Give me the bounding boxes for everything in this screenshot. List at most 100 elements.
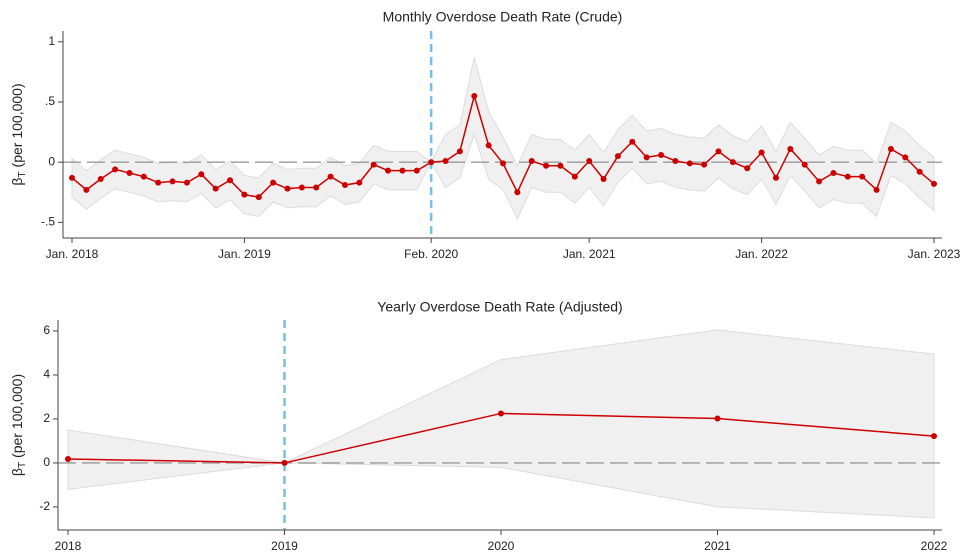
chart-title: Yearly Overdose Death Rate (Adjusted) xyxy=(377,299,622,315)
estimate-point xyxy=(442,157,449,164)
estimate-point xyxy=(298,184,305,191)
estimate-point xyxy=(281,459,288,466)
y-label-subscript: T xyxy=(17,171,28,177)
estimate-point xyxy=(714,415,721,422)
x-tick-label: 2019 xyxy=(271,539,298,553)
estimate-point xyxy=(758,149,765,156)
confidence-band xyxy=(71,57,935,220)
estimate-point xyxy=(270,179,277,186)
y-tick-label: 4 xyxy=(43,367,50,381)
chart-title: Monthly Overdose Death Rate (Crude) xyxy=(383,9,623,25)
estimate-point xyxy=(284,185,291,192)
estimate-point xyxy=(69,174,75,181)
estimate-point xyxy=(140,173,147,180)
y-label-text: (per 100,000) xyxy=(9,374,25,458)
estimate-point xyxy=(413,167,420,174)
estimate-point xyxy=(772,174,779,181)
estimate-point xyxy=(571,173,578,180)
estimate-point xyxy=(801,161,808,168)
y-label-subscript: T xyxy=(17,462,28,468)
estimate-point xyxy=(715,148,722,155)
x-tick-label: Jan. 2021 xyxy=(563,247,616,261)
estimate-point xyxy=(816,178,823,185)
estimate-point xyxy=(514,189,521,196)
estimate-point xyxy=(629,138,636,145)
x-tick-label: Jan. 2019 xyxy=(218,247,271,261)
estimate-point xyxy=(155,179,162,186)
x-tick-label: 2018 xyxy=(55,539,82,553)
estimate-point xyxy=(83,186,90,193)
x-tick-label: Jan. 2022 xyxy=(735,247,788,261)
estimate-point xyxy=(543,162,550,169)
estimate-point xyxy=(471,92,478,99)
estimate-point xyxy=(212,185,219,192)
estimate-point xyxy=(255,194,262,201)
estimate-point xyxy=(169,178,176,185)
estimate-point xyxy=(931,180,937,187)
estimate-point xyxy=(844,173,851,180)
y-tick-label: 0 xyxy=(48,154,55,168)
estimate-point xyxy=(428,159,435,166)
y-tick-label: 1 xyxy=(48,34,55,48)
x-tick-label: 2022 xyxy=(921,539,948,553)
x-tick-label: Jan. 2018 xyxy=(46,247,99,261)
x-tick-label: Feb. 2020 xyxy=(404,247,458,261)
estimate-point xyxy=(356,179,363,186)
estimate-point xyxy=(931,433,937,440)
y-label-symbol: β xyxy=(9,178,25,186)
estimate-point xyxy=(887,145,894,152)
x-tick-label: 2020 xyxy=(488,539,515,553)
estimate-point xyxy=(787,145,794,152)
estimate-point xyxy=(614,153,621,160)
estimate-point xyxy=(97,176,104,183)
estimate-point xyxy=(65,455,71,462)
estimate-point xyxy=(456,148,463,155)
estimate-point xyxy=(327,173,334,180)
estimate-point xyxy=(112,166,119,173)
y-label-symbol: β xyxy=(9,468,25,476)
estimate-point xyxy=(729,159,736,166)
estimate-point xyxy=(198,171,205,178)
y-label-text: (per 100,000) xyxy=(9,83,25,167)
x-tick-label: 2021 xyxy=(704,539,731,553)
confidence-band xyxy=(67,329,935,519)
estimate-point xyxy=(859,173,866,180)
estimate-point xyxy=(643,154,650,161)
estimate-point xyxy=(586,157,593,164)
estimate-point xyxy=(557,162,564,169)
estimate-point xyxy=(399,167,406,174)
estimate-point xyxy=(341,182,348,189)
y-axis-label: βT (per 100,000) xyxy=(9,374,28,476)
estimate-point xyxy=(686,160,693,167)
estimate-point xyxy=(313,184,320,191)
estimate-point xyxy=(485,142,492,149)
y-tick-label: 2 xyxy=(43,411,50,425)
estimate-point xyxy=(744,165,751,172)
estimate-point xyxy=(227,177,234,184)
y-axis-label: βT (per 100,000) xyxy=(9,83,28,185)
estimate-point xyxy=(385,167,392,174)
estimate-point xyxy=(873,186,880,193)
y-tick-label: -.5 xyxy=(41,215,55,229)
estimate-point xyxy=(370,161,377,168)
y-tick-label: 6 xyxy=(43,323,50,337)
estimate-point xyxy=(672,157,679,164)
y-tick-label: 0 xyxy=(43,455,50,469)
estimate-point xyxy=(600,176,607,183)
x-tick-label: Jan. 2023 xyxy=(908,247,961,261)
estimate-point xyxy=(126,170,133,177)
estimate-point xyxy=(183,179,190,186)
estimate-point xyxy=(916,168,923,175)
y-tick-label: .5 xyxy=(45,94,55,108)
estimate-point xyxy=(241,191,248,198)
estimate-point xyxy=(498,410,504,417)
estimate-point xyxy=(528,157,535,164)
estimate-point xyxy=(658,151,665,158)
estimate-point xyxy=(830,170,837,177)
estimate-point xyxy=(500,160,506,167)
estimate-point xyxy=(701,161,708,168)
estimate-point xyxy=(902,154,909,161)
y-tick-label: -2 xyxy=(39,499,50,513)
